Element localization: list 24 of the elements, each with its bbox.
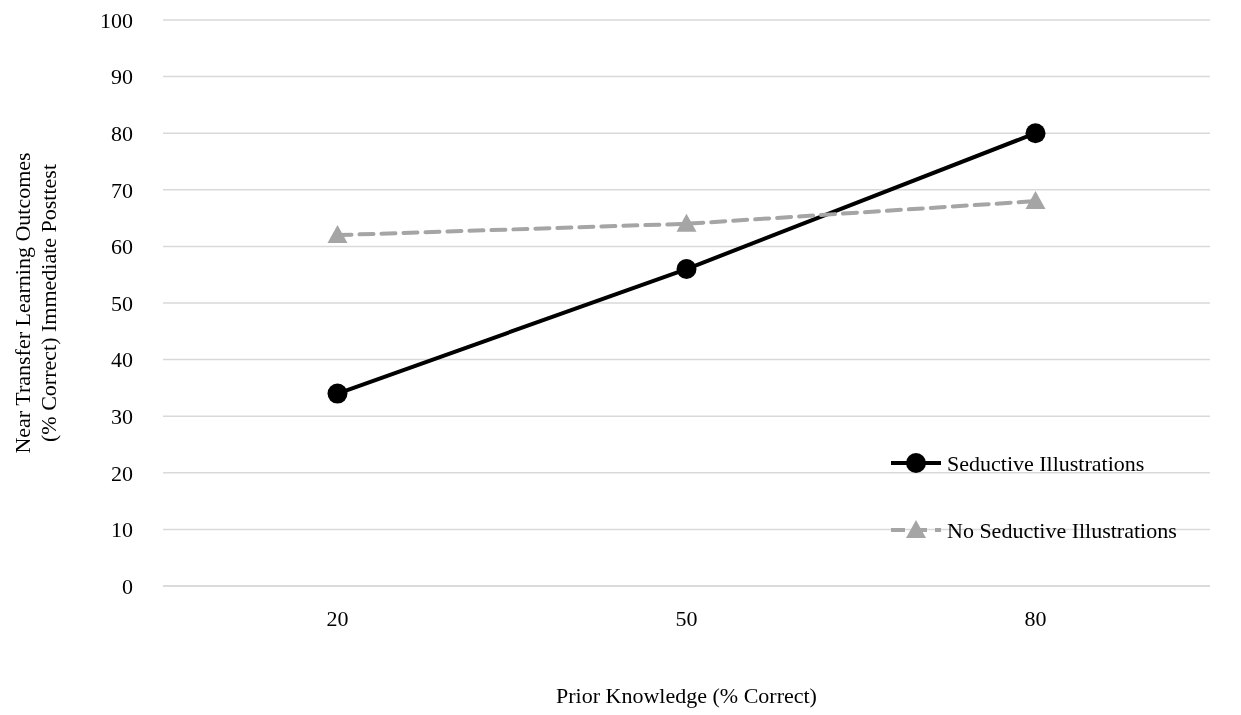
x-tick-label: 20 <box>326 606 349 631</box>
point <box>1025 191 1046 210</box>
legend-label: No Seductive Illustrations <box>947 517 1177 543</box>
point <box>676 259 697 280</box>
point <box>676 213 697 232</box>
y-tick-label: 10 <box>111 517 133 543</box>
point <box>1025 123 1046 144</box>
y-tick-label: 40 <box>111 347 133 373</box>
x-tick-label: 50 <box>675 606 698 631</box>
point <box>327 383 348 404</box>
legend-label: Seductive Illustrations <box>947 450 1145 476</box>
y-tick-label: 50 <box>111 290 133 316</box>
y-tick-label: 100 <box>100 7 133 33</box>
y-tick-label: 90 <box>111 64 133 90</box>
x-tick-label: 80 <box>1024 606 1047 631</box>
x-axis-title: Prior Knowledge (% Correct) <box>556 683 817 708</box>
y-tick-label: 80 <box>111 120 133 146</box>
point <box>327 225 348 244</box>
y-tick-label: 60 <box>111 234 133 260</box>
y-tick-label: 30 <box>111 403 133 429</box>
y-tick-label: 0 <box>122 573 133 599</box>
y-tick-label: 20 <box>111 460 133 486</box>
y-tick-label: 70 <box>111 177 133 203</box>
y-axis-title: Near Transfer Learning Outcomes (% Correct) Immediate Posttest <box>10 152 61 454</box>
